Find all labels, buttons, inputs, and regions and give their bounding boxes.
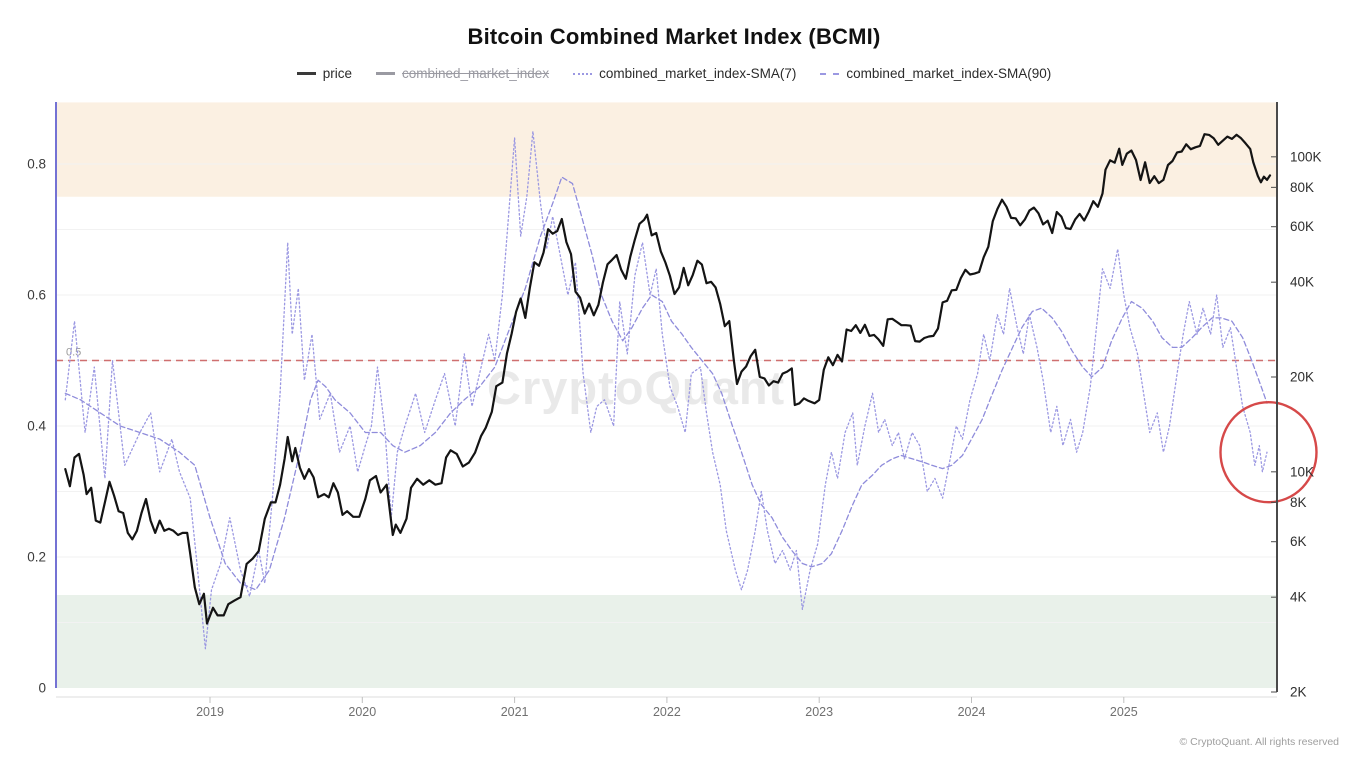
- legend-label-combined-market-index: combined_market_index: [401, 66, 550, 81]
- annotation-circle: [1219, 401, 1318, 504]
- x-axis-tick-label: 2019: [196, 705, 224, 719]
- page-title: Bitcoin Combined Market Index (BCMI): [467, 24, 881, 49]
- left-axis-tick-label: 0.4: [27, 419, 46, 434]
- sma7-line-swatch-icon: [573, 72, 593, 75]
- combined-market-index-swatch-icon: [375, 72, 395, 75]
- left-axis-tick-label: 0: [38, 681, 46, 696]
- right-axis-tick-label: 6K: [1290, 534, 1307, 549]
- copyright-text: © CryptoQuant. All rights reserved: [1179, 736, 1339, 748]
- overbought-band: [56, 102, 1277, 197]
- x-axis-tick-label: 2022: [653, 705, 681, 719]
- right-axis-tick-label: 40K: [1290, 275, 1314, 290]
- price-line-swatch-icon: [296, 72, 316, 75]
- right-axis-tick-label: 8K: [1290, 495, 1307, 510]
- price-line: [64, 133, 1272, 625]
- sma7-line: [64, 130, 1268, 650]
- x-axis-tick-label: 2023: [805, 705, 833, 719]
- legend-label-price: price: [322, 66, 352, 81]
- sma90-line: [64, 176, 1268, 591]
- legend-item-sma7[interactable]: combined_market_index-SMA(7): [573, 66, 796, 81]
- right-axis-tick-label: 80K: [1290, 180, 1314, 195]
- x-axis-tick-label: 2020: [348, 705, 376, 719]
- legend: price combined_market_index combined_mar…: [0, 66, 1348, 81]
- left-axis-tick-label: 0.6: [27, 288, 46, 303]
- x-axis-tick-label: 2021: [501, 705, 529, 719]
- right-axis-tick-label: 60K: [1290, 219, 1314, 234]
- threshold-label: 0.5: [66, 347, 81, 359]
- x-axis-tick-label: 2025: [1110, 705, 1138, 719]
- legend-item-price[interactable]: price: [296, 66, 352, 81]
- right-axis-tick-label: 20K: [1290, 370, 1314, 385]
- legend-item-combined-market-index[interactable]: combined_market_index: [375, 66, 550, 81]
- legend-label-sma90: combined_market_index-SMA(90): [846, 66, 1052, 81]
- x-axis-tick-label: 2024: [958, 705, 986, 719]
- right-axis-tick-label: 4K: [1290, 590, 1307, 605]
- left-axis-tick-label: 0.2: [27, 550, 46, 565]
- left-axis-tick-label: 0.8: [27, 157, 46, 172]
- oversold-band: [56, 594, 1277, 688]
- right-axis-tick-label: 10K: [1290, 464, 1314, 479]
- right-axis-tick-label: 2K: [1290, 685, 1307, 700]
- right-axis-tick-label: 100K: [1290, 149, 1322, 164]
- legend-item-sma90[interactable]: combined_market_index-SMA(90): [820, 66, 1051, 81]
- legend-label-sma7: combined_market_index-SMA(7): [599, 66, 797, 81]
- sma90-line-swatch-icon: [820, 72, 840, 75]
